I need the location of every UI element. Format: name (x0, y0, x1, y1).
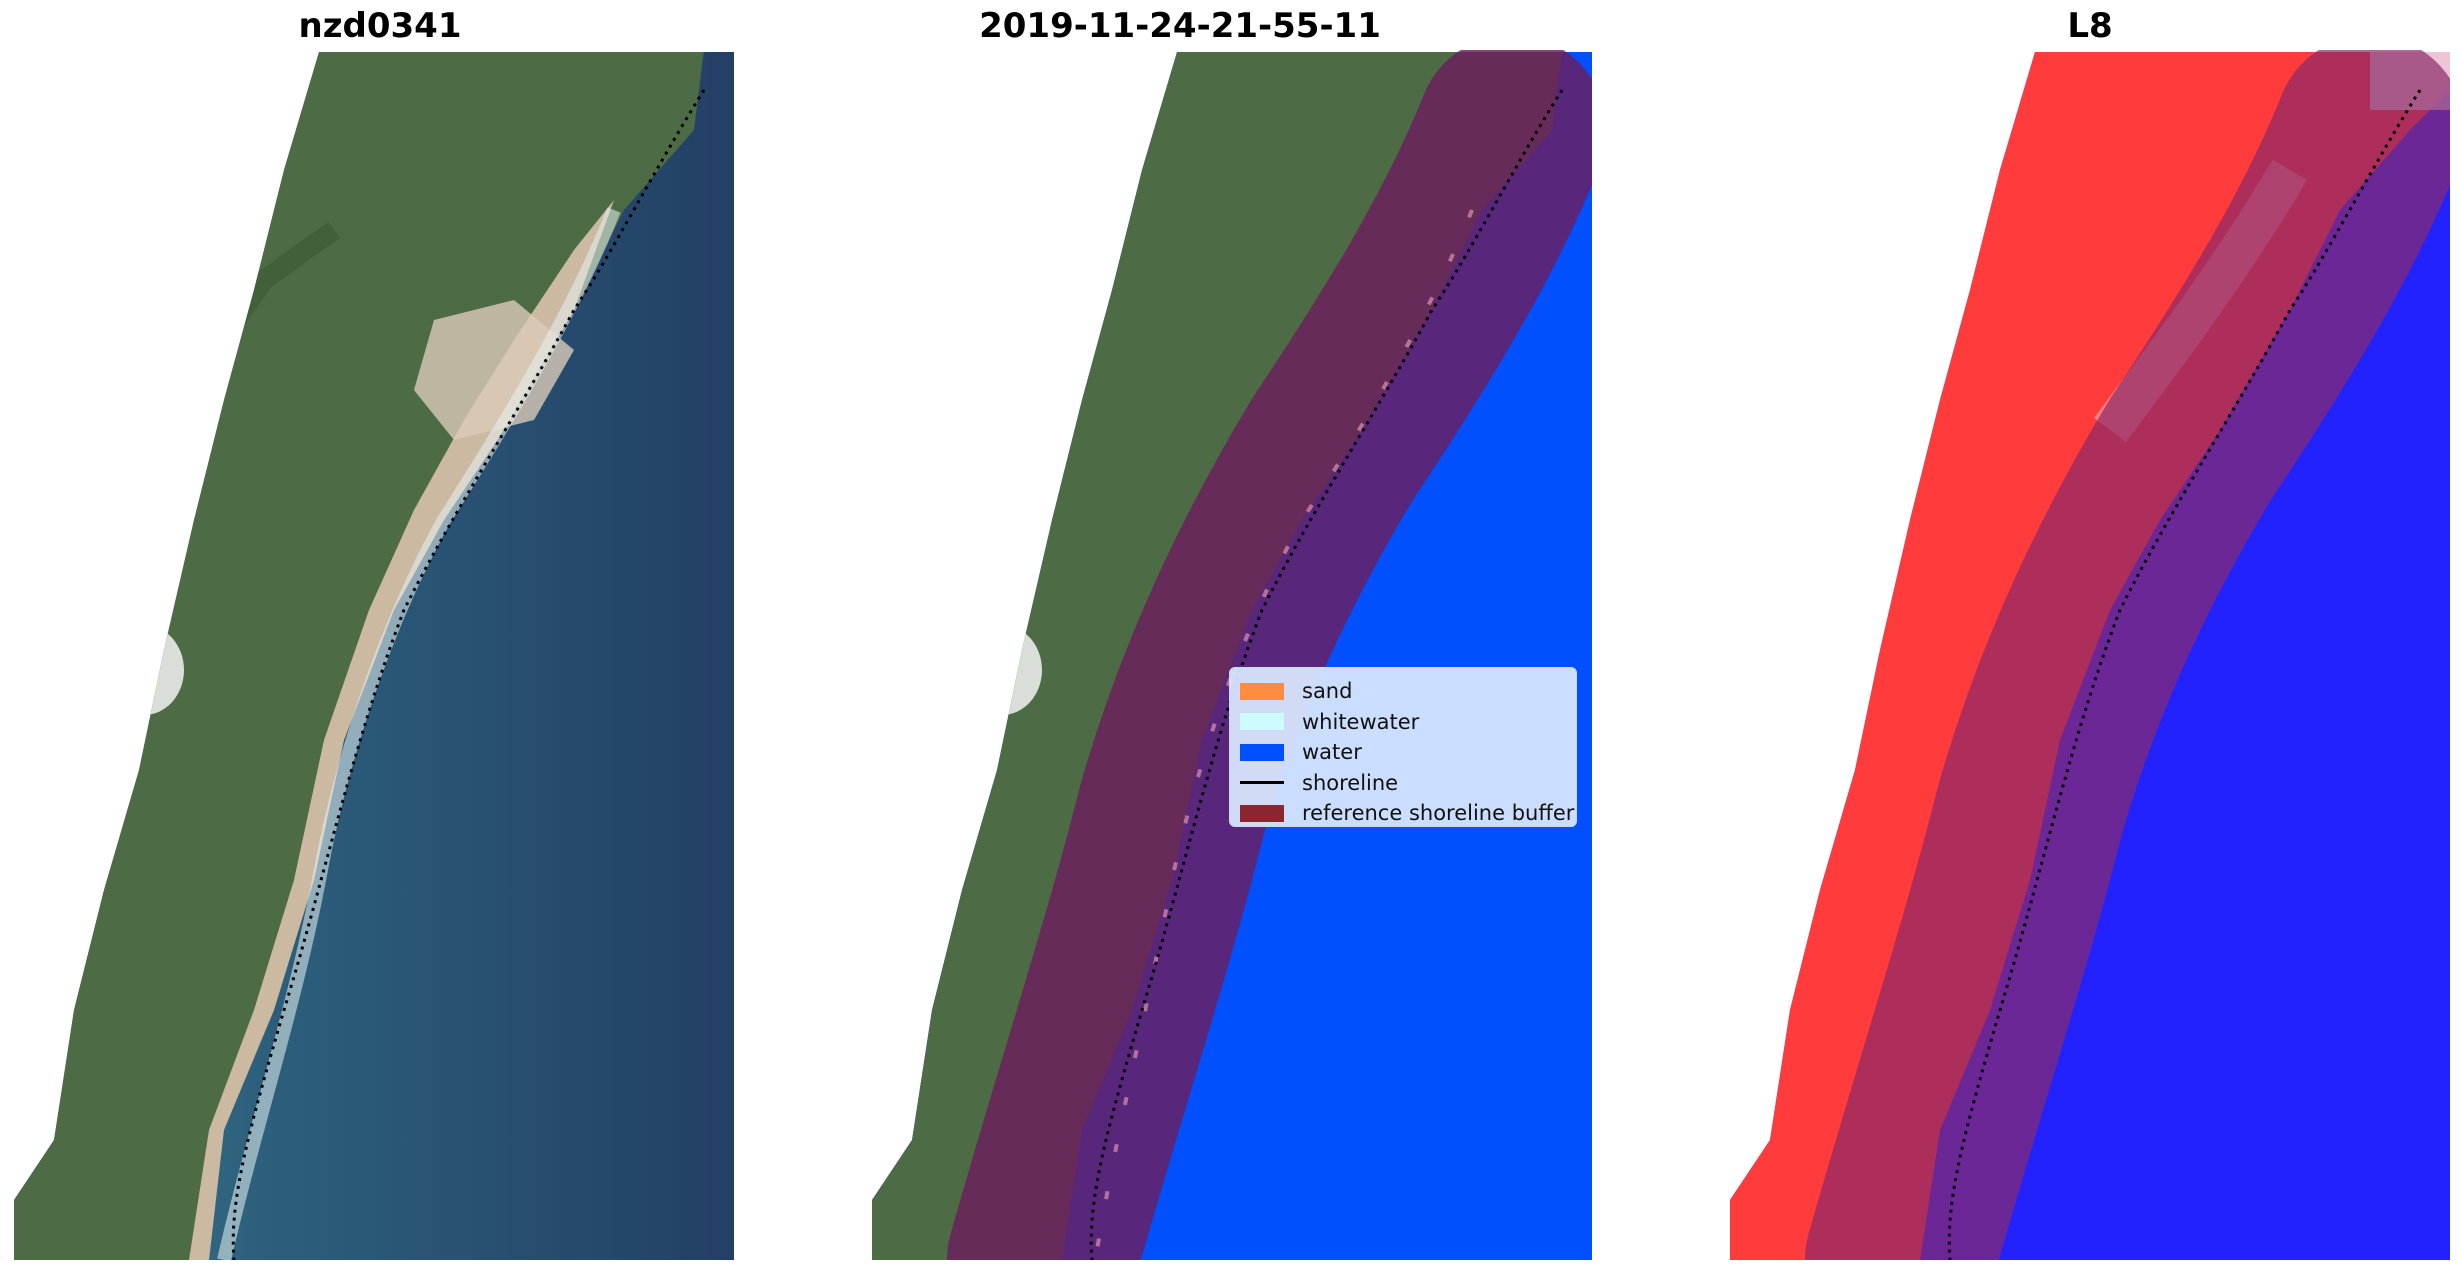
reference-shoreline-buffer (1805, 50, 2450, 1260)
legend-item-buffer: reference shoreline buffer (1240, 798, 1574, 829)
shoreline (231, 89, 706, 1260)
water-swatch (1240, 743, 1284, 761)
panel-title-date: 2019-11-24-21-55-11 (979, 6, 1381, 46)
l8-index-image (1730, 50, 2450, 1260)
panel-title-rgb: nzd0341 (298, 6, 462, 46)
rgb-satellite-image (14, 52, 734, 1260)
classified-image (872, 50, 1592, 1260)
legend-item-sand: sand (1240, 676, 1566, 707)
buffer-swatch (1240, 804, 1284, 822)
legend-item-shoreline: shoreline (1240, 768, 1566, 799)
legend-label: shoreline (1302, 770, 1399, 795)
panel-title-satellite: L8 (2067, 6, 2113, 46)
legend-label: water (1302, 740, 1362, 765)
reference-shoreline-buffer (947, 50, 1592, 1260)
legend: sand whitewater water shoreline referenc… (1229, 667, 1577, 827)
shoreline-line-swatch (1240, 781, 1284, 785)
shoreline (1947, 89, 2422, 1260)
sand-swatch (1240, 682, 1284, 700)
whitewater-swatch (1240, 713, 1284, 731)
legend-item-whitewater: whitewater (1240, 707, 1566, 738)
legend-label: sand (1302, 679, 1353, 704)
legend-label: whitewater (1302, 709, 1420, 734)
legend-item-water: water (1240, 737, 1566, 768)
shoreline (1089, 89, 1564, 1260)
legend-label: reference shoreline buffer (1302, 801, 1575, 826)
